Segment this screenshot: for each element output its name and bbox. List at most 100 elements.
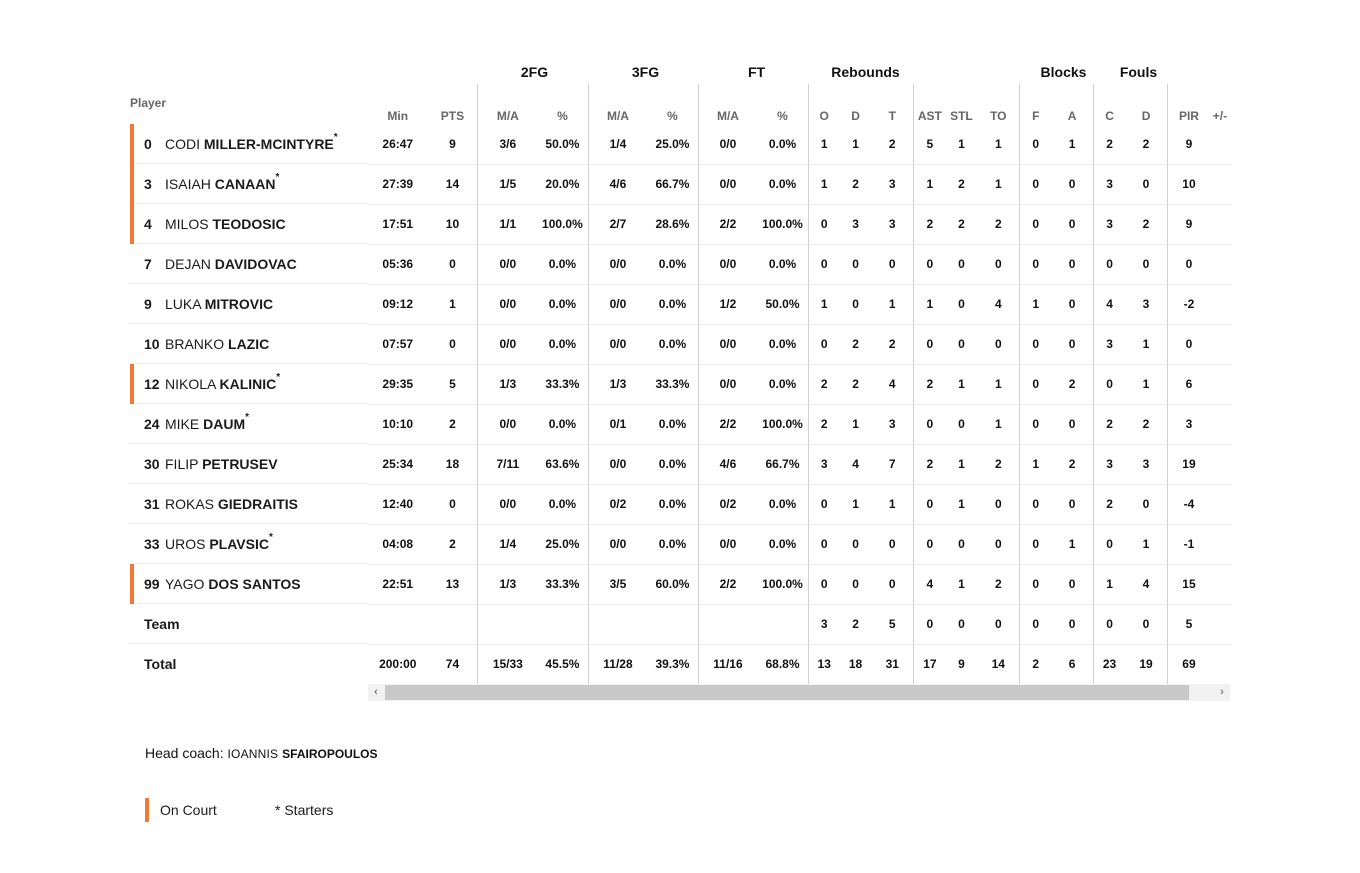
- stat-reb-t: 0: [871, 244, 914, 285]
- scroll-left-arrow-icon[interactable]: ‹: [374, 686, 378, 698]
- stat-reb-o: 1: [807, 284, 840, 325]
- stat-foul-c: 2: [1093, 404, 1126, 445]
- player-number: 30: [144, 456, 160, 472]
- stat-min: 17:51: [368, 204, 428, 245]
- stat-blk-a: 0: [1051, 284, 1094, 325]
- stat-blk-f: 0: [1019, 564, 1052, 605]
- stat-3fg-pct: 66.7%: [647, 164, 699, 205]
- starter-mark: *: [245, 412, 250, 423]
- stat-to: 0: [977, 324, 1020, 365]
- stat-3fg-pct: 0.0%: [647, 284, 699, 325]
- player-name[interactable]: ISAIAH CANAAN*: [165, 164, 279, 204]
- player-number: 99: [144, 576, 160, 592]
- stat-blk-a: 2: [1051, 364, 1094, 405]
- player-first-name: BRANKO: [165, 336, 225, 352]
- table-row: 29:35 5 1/3 33.3% 1/3 33.3% 0/0 0.0% 2 2 4 2 1 1 0 2 0 1 6: [368, 364, 1230, 405]
- column-header-2fg-ma: M/A: [477, 84, 538, 124]
- column-header-foul-d: D: [1141, 109, 1151, 123]
- stat-foul-d: 1: [1125, 364, 1168, 405]
- player-number: 12: [144, 376, 160, 392]
- player-number: 7: [144, 256, 152, 272]
- stat-blk-a: 0: [1051, 404, 1094, 445]
- horizontal-scrollbar[interactable]: ‹ ›: [368, 684, 1230, 701]
- stat-min: 25:34: [368, 444, 428, 485]
- stat-foul-d: 19: [1139, 657, 1153, 672]
- player-name[interactable]: ROKAS GIEDRAITIS: [165, 484, 298, 524]
- player-last-name: TEODOSIC: [212, 216, 286, 232]
- player-name[interactable]: MILOS TEODOSIC: [165, 204, 286, 244]
- player-row[interactable]: 99 YAGO DOS SANTOS: [130, 564, 368, 604]
- player-row[interactable]: 9 LUKA MITROVIC: [130, 284, 368, 324]
- stat-reb-t: 7: [871, 444, 914, 485]
- stat-3fg-ma: 0/0: [587, 324, 648, 365]
- stat-to: 2: [977, 444, 1020, 485]
- player-name[interactable]: LUKA MITROVIC: [165, 284, 273, 324]
- stat-pts: 2: [427, 404, 478, 445]
- starter-mark: *: [275, 172, 280, 183]
- stat-foul-c: 2: [1093, 484, 1126, 525]
- head-coach-last-name: SFAIROPOULOS: [282, 747, 378, 761]
- stat-stl: 1: [945, 364, 978, 405]
- stat-3fg-pct: 28.6%: [647, 204, 699, 245]
- stat-3fg-ma: [587, 604, 648, 645]
- player-row[interactable]: 31 ROKAS GIEDRAITIS: [130, 484, 368, 524]
- scroll-right-arrow-icon[interactable]: ›: [1220, 686, 1224, 698]
- stat-3fg-ma: 3/5: [587, 564, 648, 605]
- stat-blk-f: 0: [1019, 604, 1052, 645]
- player-row[interactable]: 3 ISAIAH CANAAN*: [130, 164, 368, 204]
- stat-2fg-ma: 0/0: [477, 284, 538, 325]
- stat-reb-t: 0: [871, 524, 914, 565]
- stat-reb-d: 2: [839, 164, 872, 205]
- stat-pts: 13: [427, 564, 478, 605]
- stat-2fg-ma: [477, 604, 538, 645]
- stat-ft-ma: 4/6: [697, 444, 758, 485]
- stat-reb-d: 1: [839, 404, 872, 445]
- stat-foul-c: 3: [1093, 164, 1126, 205]
- stats-scroll-area[interactable]: Min PTS M/A% M/A% M/A% O D T AST STL TO F A C D PIR +/- …: [368, 84, 1230, 684]
- stat-3fg-ma: 0/0: [587, 524, 648, 565]
- scrollbar-thumb[interactable]: [385, 685, 1189, 700]
- player-number: 31: [144, 496, 160, 512]
- player-row[interactable]: 33 UROS PLAVSIC*: [130, 524, 368, 564]
- stat-ast: 0: [913, 484, 946, 525]
- player-header-label: Player: [130, 96, 167, 110]
- player-name[interactable]: BRANKO LAZIC: [165, 324, 269, 364]
- stat-ft-ma: 1/2: [697, 284, 758, 325]
- player-name[interactable]: YAGO DOS SANTOS: [165, 564, 301, 604]
- stat-blk-a: 0: [1051, 244, 1094, 285]
- player-name[interactable]: NIKOLA KALINIC*: [165, 364, 280, 404]
- player-name[interactable]: DEJAN DAVIDOVAC: [165, 244, 297, 284]
- stat-2fg-ma: 3/6: [477, 124, 538, 165]
- column-header-min: Min: [387, 109, 409, 123]
- player-row[interactable]: 30 FILIP PETRUSEV: [130, 444, 368, 484]
- starter-mark: *: [276, 372, 281, 383]
- player-row[interactable]: 4 MILOS TEODOSIC: [130, 204, 368, 244]
- player-name[interactable]: UROS PLAVSIC*: [165, 524, 273, 564]
- player-name[interactable]: MIKE DAUM*: [165, 404, 249, 444]
- stat-ft-pct: [757, 604, 809, 645]
- stat-blk-f: 0: [1019, 244, 1052, 285]
- player-row[interactable]: 12 NIKOLA KALINIC*: [130, 364, 368, 404]
- player-row[interactable]: 10 BRANKO LAZIC: [130, 324, 368, 364]
- player-name[interactable]: FILIP PETRUSEV: [165, 444, 278, 484]
- player-row[interactable]: 0 CODI MILLER-MCINTYRE*: [130, 124, 368, 164]
- stat-min: 10:10: [368, 404, 428, 445]
- stat-ast: 0: [913, 604, 946, 645]
- stat-reb-d: 0: [839, 524, 872, 565]
- column-header-foul-c: C: [1093, 84, 1126, 124]
- stat-reb-o: 0: [807, 564, 840, 605]
- player-name[interactable]: CODI MILLER-MCINTYRE*: [165, 124, 338, 164]
- column-header-3fg-ma: M/A: [587, 84, 648, 124]
- column-header-ft-ma: M/A: [697, 84, 758, 124]
- stat-plus-minus: [1209, 364, 1230, 405]
- stat-3fg-pct: [647, 604, 699, 645]
- stat-pir: 10: [1166, 164, 1210, 205]
- stat-ft-ma: 0/0: [697, 324, 758, 365]
- stat-reb-t: 31: [885, 657, 899, 672]
- player-row[interactable]: 7 DEJAN DAVIDOVAC: [130, 244, 368, 284]
- stat-3fg-pct: 0.0%: [647, 484, 699, 525]
- player-row[interactable]: 24 MIKE DAUM*: [130, 404, 368, 444]
- stat-pir: 6: [1166, 364, 1210, 405]
- stat-pts: 0: [427, 484, 478, 525]
- stat-foul-d: 0: [1125, 244, 1168, 285]
